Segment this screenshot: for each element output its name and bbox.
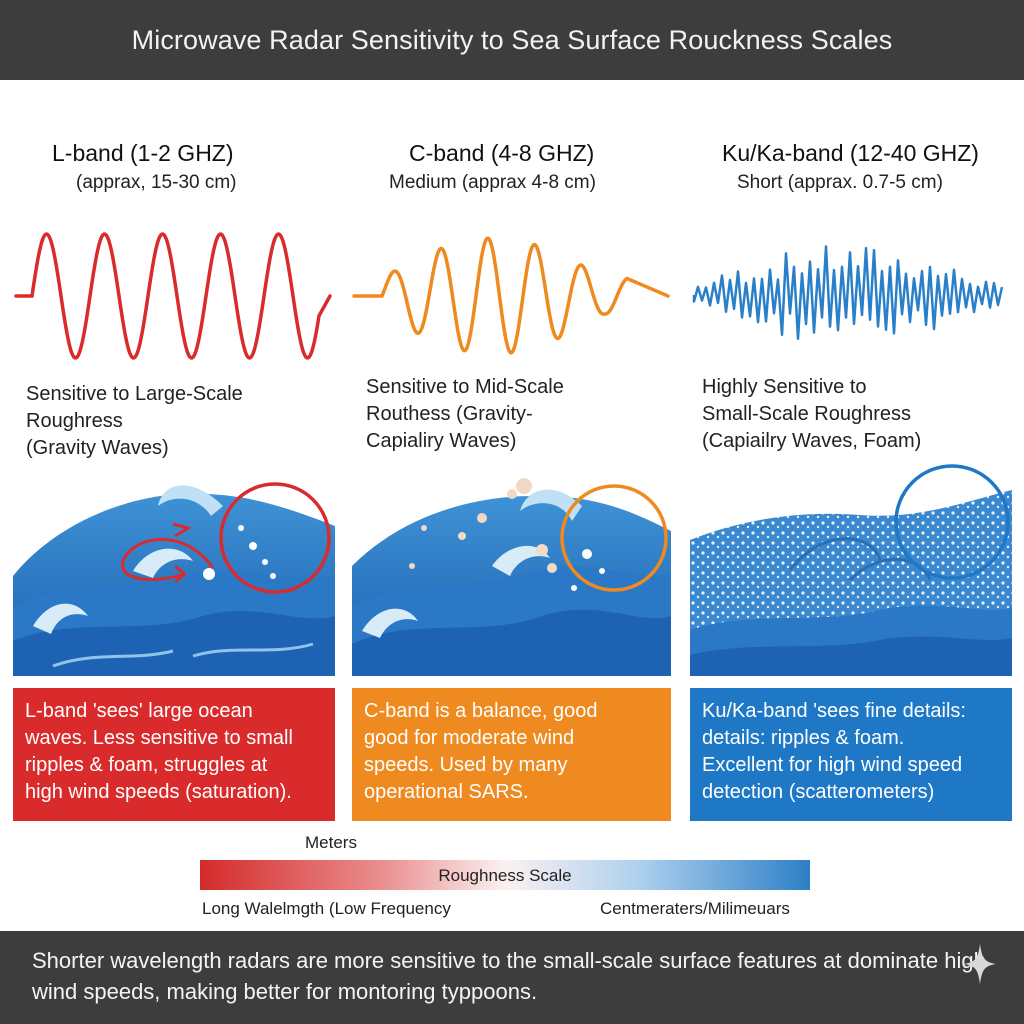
ku-ka-band-title: Ku/Ka-band (12-40 GHZ) xyxy=(722,140,979,166)
ku-ka-band-wave-graphic xyxy=(692,245,1004,341)
l-band-description: L-band 'sees' large ocean waves. Less se… xyxy=(13,688,335,821)
l-band-wave-graphic xyxy=(14,232,332,360)
ku-ka-band-wavelength: Short (apprax. 0.7-5 cm) xyxy=(737,172,943,193)
c-band-title: C-band (4-8 GHZ) xyxy=(409,140,595,166)
summary-footer: Shorter wavelength radars are more sensi… xyxy=(0,931,1024,1024)
scale-top-label: Meters xyxy=(305,833,357,852)
l-band-title: L-band (1-2 GHZ) xyxy=(52,140,234,166)
page-title-text: Microwave Radar Sensitivity to Sea Surfa… xyxy=(131,24,893,55)
c-band-sensitivity: Sensitive to Mid-Scale Routhess (Gravity… xyxy=(366,376,564,452)
c-band-wave-graphic xyxy=(352,236,670,355)
ku-ka-band-sensitivity: Highly Sensitive to Small-Scale Roughres… xyxy=(702,376,922,452)
l-band-ocean-illustration xyxy=(13,482,335,676)
page-title: Microwave Radar Sensitivity to Sea Surfa… xyxy=(0,0,1024,80)
summary-text: Shorter wavelength radars are more sensi… xyxy=(32,948,986,1004)
c-band-ocean-illustration xyxy=(352,478,671,676)
roughness-scale-label: Roughness Scale xyxy=(438,866,572,885)
scale-left-label: Long Walelmgth (Low Frequency xyxy=(202,899,451,918)
ku-ka-band-ocean-illustration xyxy=(690,464,1012,676)
scale-right-label: Centmeraters/Milimeuars xyxy=(600,899,790,918)
c-band-description: C-band is a balance, good good for moder… xyxy=(352,688,671,821)
sparkle-icon xyxy=(964,944,996,984)
roughness-scale-bar: Roughness Scale xyxy=(200,860,810,890)
l-band-sensitivity: Sensitive to Large-Scale Roughress (Grav… xyxy=(26,383,243,459)
c-band-wavelength: Medium (apprax 4-8 cm) xyxy=(389,172,596,193)
ku-ka-band-description: Ku/Ka-band 'sees fine details: details: … xyxy=(690,688,1012,821)
l-band-wavelength: (apprax, 15-30 cm) xyxy=(76,172,237,193)
